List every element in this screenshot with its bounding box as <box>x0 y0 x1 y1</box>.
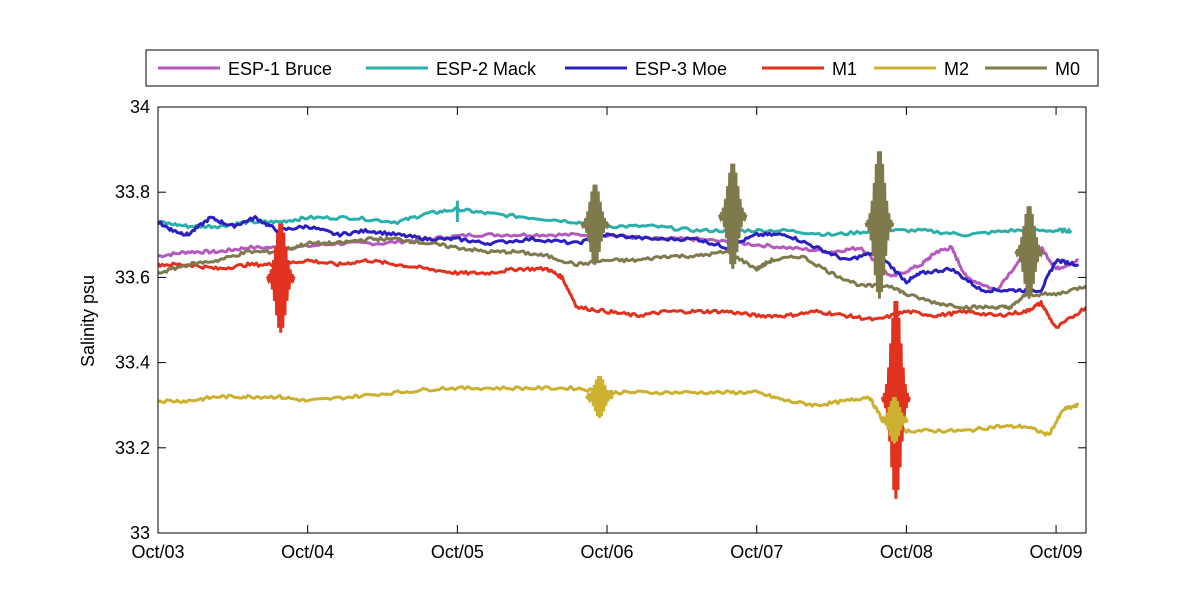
series-line-esp-2-mack <box>158 206 1073 238</box>
x-tick-label: Oct/06 <box>581 542 634 562</box>
series-line-m1 <box>158 258 1086 329</box>
series-line-esp-3-moe <box>158 215 1080 294</box>
x-tick-label: Oct/07 <box>730 542 783 562</box>
legend: ESP-1 Bruce ESP-2 Mack ESP-3 Moe M1 M2 M0 <box>145 49 1099 87</box>
legend-label: ESP-1 Bruce <box>228 59 332 79</box>
legend-label: ESP-3 Moe <box>635 59 727 79</box>
spike-burst-m1 <box>265 223 296 333</box>
series-line-m2 <box>158 385 1080 437</box>
plot-frame <box>157 106 1087 534</box>
spike-burst-m0 <box>1014 206 1044 299</box>
spike-burst-m0 <box>864 151 895 299</box>
x-tick-label: Oct/08 <box>880 542 933 562</box>
y-tick-label: 33.2 <box>115 438 150 458</box>
x-tick-label: Oct/09 <box>1030 542 1083 562</box>
legend-label: M0 <box>1055 59 1080 79</box>
x-tick-label: Oct/03 <box>131 542 184 562</box>
y-tick-label: 34 <box>130 97 150 117</box>
x-tick-label: Oct/04 <box>281 542 334 562</box>
plot-area <box>158 151 1086 499</box>
y-tick-label: 33.4 <box>115 353 150 373</box>
spike-burst-m0 <box>717 163 748 269</box>
spike-burst-m1 <box>880 300 911 499</box>
y-axis-title: Salinity psu <box>78 275 98 367</box>
legend-label: M2 <box>944 59 969 79</box>
legend-label: ESP-2 Mack <box>436 59 537 79</box>
series-line-m0 <box>158 236 1086 311</box>
axes: 33 33.2 33.4 33.6 33.8 34 Oct/03 Oct/04 Oct/05 Oc… <box>115 97 1087 562</box>
y-tick-label: 33.8 <box>115 182 150 202</box>
legend-label: M1 <box>832 59 857 79</box>
spike-burst-m2 <box>879 397 910 444</box>
spike-burst-m2 <box>584 375 615 419</box>
spike-burst-m0 <box>580 184 610 265</box>
x-tick-label: Oct/05 <box>431 542 484 562</box>
series-line-esp-1-bruce <box>158 231 1079 292</box>
y-tick-label: 33 <box>130 523 150 543</box>
y-tick-label: 33.6 <box>115 267 150 287</box>
